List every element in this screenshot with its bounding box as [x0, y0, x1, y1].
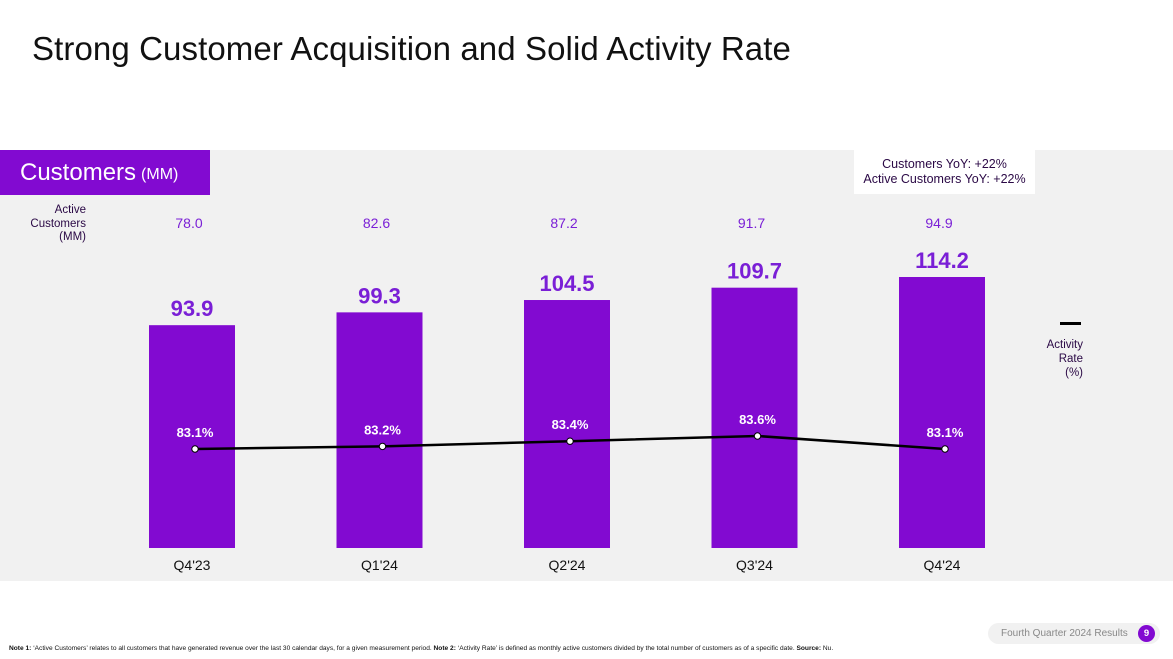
activity-rate-label: 83.2%: [364, 422, 401, 437]
source-label: Source:: [796, 645, 822, 652]
footnote: Note 1: ‘Active Customers’ relates to al…: [9, 645, 833, 652]
note1-text: ‘Active Customers’ relates to all custom…: [31, 645, 434, 652]
bar-value-label: 93.9: [171, 296, 214, 321]
activity-rate-point: [191, 445, 199, 453]
legend-label-line: Activity: [1046, 339, 1083, 351]
legend-label-line: (%): [1065, 367, 1083, 379]
note2-text: ‘Activity Rate’ is defined as monthly ac…: [455, 645, 797, 652]
active-customers-value: 94.9: [925, 215, 952, 231]
x-tick-label: Q3'24: [736, 557, 773, 573]
active-customers-value: 78.0: [175, 215, 202, 231]
row-label-line: (MM): [59, 231, 86, 243]
bar-Q2'24: [524, 300, 610, 548]
x-tick-label: Q4'23: [174, 557, 211, 573]
active-customers-value: 82.6: [363, 215, 390, 231]
page-title: Strong Customer Acquisition and Solid Ac…: [32, 30, 791, 67]
legend-label: Activity Rate (%): [1030, 338, 1083, 380]
bar-value-label: 104.5: [539, 271, 594, 296]
bar-Q1'24: [336, 312, 423, 548]
bar-value-label: 109.7: [727, 259, 782, 284]
customers-yoy: Customers YoY: +22%: [882, 157, 1007, 171]
active-customers-value: 91.7: [738, 215, 765, 231]
activity-rate-point: [378, 442, 387, 451]
legend-label-line: Rate: [1058, 353, 1083, 365]
section-title: Customers: [20, 158, 137, 186]
note2-label: Note 2:: [433, 645, 456, 652]
footer-badge: Fourth Quarter 2024 Results 9: [988, 623, 1160, 644]
bar-value-label: 99.3: [358, 283, 401, 308]
yoy-callout: Customers YoY: +22% Active Customers YoY…: [854, 150, 1035, 194]
footer-label: Fourth Quarter 2024 Results: [1001, 628, 1128, 639]
activity-rate-point: [753, 432, 762, 440]
activity-rate-label: 83.4%: [552, 417, 589, 432]
bar-Q4'24: [899, 277, 985, 548]
section-header: Customers (MM): [0, 150, 210, 195]
x-tick-label: Q4'24: [924, 557, 961, 573]
row-label-line: Active: [54, 204, 86, 216]
bar-Q3'24: [711, 287, 798, 548]
note1-label: Note 1:: [9, 645, 32, 652]
activity-rate-label: 83.1%: [177, 425, 214, 440]
active-customers-row-label: Active Customers (MM): [10, 204, 86, 245]
section-unit: (MM): [141, 165, 179, 183]
bar-value-label: 114.2: [915, 248, 969, 273]
page-number: 9: [1138, 625, 1155, 642]
activity-rate-point: [941, 445, 949, 453]
activity-rate-point: [566, 437, 574, 445]
x-tick-label: Q2'24: [549, 557, 586, 573]
active-customers-value: 87.2: [550, 215, 577, 231]
legend-activity-rate: Activity Rate (%): [1030, 312, 1083, 380]
line-legend-swatch-icon: [1060, 322, 1081, 325]
activity-rate-label: 83.1%: [927, 425, 964, 440]
bar-Q4'23: [149, 325, 235, 548]
activity-rate-label: 83.6%: [739, 412, 776, 427]
source-text: Nu.: [821, 645, 834, 652]
active-customers-yoy: Active Customers YoY: +22%: [863, 172, 1026, 186]
x-tick-label: Q1'24: [361, 557, 398, 573]
row-label-line: Customers: [30, 217, 86, 230]
